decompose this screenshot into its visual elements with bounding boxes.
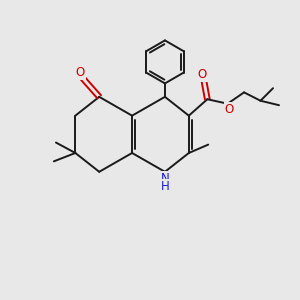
Text: H: H	[160, 180, 169, 193]
Text: N: N	[160, 172, 169, 185]
Text: O: O	[76, 67, 85, 80]
Text: O: O	[198, 68, 207, 81]
Text: O: O	[224, 103, 234, 116]
